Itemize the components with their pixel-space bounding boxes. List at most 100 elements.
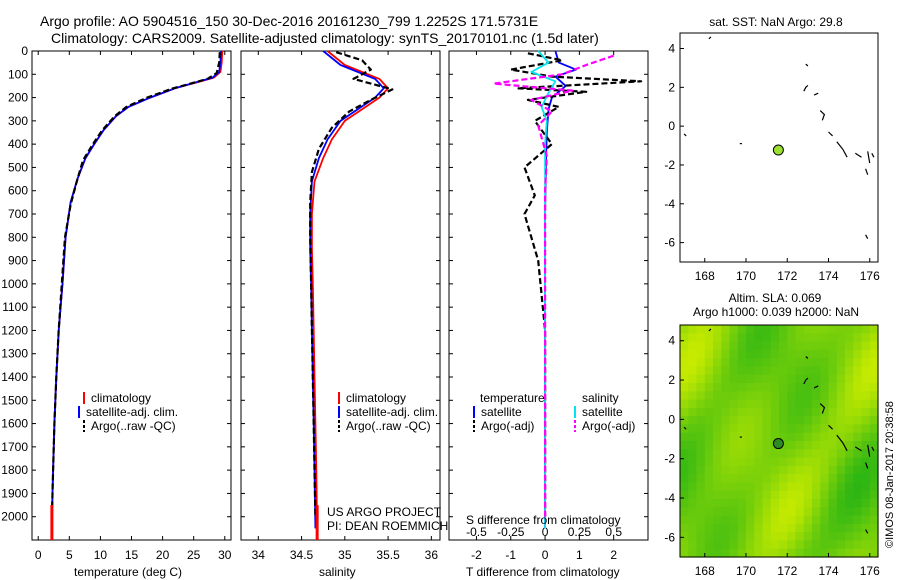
- sla-cell: [795, 482, 805, 492]
- sla-cell: [828, 432, 838, 442]
- series-line-argo-adj-: [492, 54, 615, 517]
- sla-cell: [688, 515, 698, 525]
- x-tick-label: 10: [94, 548, 108, 562]
- sla-cell: [812, 333, 821, 343]
- sla-cell: [713, 374, 722, 384]
- sla-cell: [754, 515, 764, 525]
- sla-cell: [721, 507, 731, 517]
- sla-cell: [812, 499, 821, 508]
- sla-cell: [779, 490, 788, 500]
- legend-t-argo: Argo(-adj): [481, 419, 534, 433]
- sla-cell: [696, 532, 706, 541]
- sla-cell: [704, 441, 714, 450]
- sla-cell: [688, 540, 698, 550]
- x-tick-label: 2: [610, 548, 617, 562]
- sst-map-axes: 168 170 172 174 176 4 2 0 -2 -4 -6: [664, 42, 880, 283]
- sla-cell: [737, 341, 747, 351]
- y-tick-label: 200: [8, 91, 28, 105]
- y-tick-label: 900: [8, 254, 28, 268]
- y-tick-label: 1000: [1, 277, 28, 291]
- sla-cell: [688, 333, 698, 343]
- sla-cell: [779, 482, 788, 492]
- y-tick-label: 1600: [1, 417, 28, 431]
- sla-cell: [787, 416, 797, 425]
- sla-cell: [853, 490, 863, 500]
- sla-cell: [696, 523, 706, 533]
- sla-cell: [853, 399, 863, 409]
- sla-cell: [770, 416, 780, 425]
- sla-cell: [787, 449, 797, 459]
- sla-cell: [770, 391, 780, 401]
- sla-cell: [836, 424, 846, 434]
- sla-cell: [688, 507, 698, 517]
- sla-cell: [787, 341, 797, 351]
- sla-cell: [680, 432, 689, 442]
- sla-cell: [754, 366, 764, 376]
- x2-tick-label: -0.25: [497, 525, 525, 539]
- series-line-argo-raw-qc-: [309, 51, 394, 517]
- sla-cell: [828, 532, 838, 541]
- sla-cell: [861, 333, 871, 343]
- sla-map-axes: 168 170 172 174 176 4 2 0 -2 -4 -6: [664, 334, 880, 578]
- sla-cell: [869, 515, 879, 525]
- sla-cell: [812, 366, 821, 376]
- sla-cell: [721, 515, 731, 525]
- sla-cell: [828, 474, 838, 483]
- coastline-segment: [805, 356, 809, 359]
- sla-cell: [721, 358, 731, 367]
- sla-cell: [803, 391, 813, 401]
- sla-cell: [696, 374, 706, 384]
- sla-cell: [688, 432, 698, 442]
- sla-cell: [770, 507, 780, 517]
- sla-cell: [721, 482, 731, 492]
- sla-cell: [812, 441, 821, 450]
- depth-axis: 0 100 200 300 400 500 600 700 800 900 1000 1100 1200…: [1, 44, 231, 524]
- sla-cell: [861, 383, 871, 392]
- sla-cell: [721, 407, 731, 417]
- project-annotation: US ARGO PROJECT: [327, 505, 442, 519]
- sla-cell: [812, 523, 821, 533]
- sla-cell: [688, 532, 698, 541]
- sla-cell: [688, 499, 698, 508]
- sla-cell: [787, 399, 797, 409]
- sla-cell: [680, 383, 689, 392]
- sla-cell: [721, 540, 731, 550]
- sla-cell: [729, 499, 739, 508]
- coastline-segment: [803, 377, 809, 385]
- sla-cell: [713, 482, 722, 492]
- sla-cell: [869, 474, 879, 483]
- sla-cell: [754, 457, 764, 467]
- sla-cell: [836, 349, 846, 359]
- sla-cell: [845, 449, 854, 459]
- map-y-tick-label: -4: [664, 197, 675, 211]
- sla-cell: [861, 358, 871, 367]
- sla-cell: [853, 482, 863, 492]
- sla-cell: [680, 523, 689, 533]
- map-y-tick-label: 0: [668, 119, 675, 133]
- sla-cell: [795, 490, 805, 500]
- sla-cell: [696, 474, 706, 483]
- sla-cell: [754, 532, 764, 541]
- sla-cell: [729, 441, 739, 450]
- y-tick-label: 1900: [1, 486, 28, 500]
- sla-cell: [836, 374, 846, 384]
- sla-cell: [787, 532, 797, 541]
- sla-cell: [737, 399, 747, 409]
- sla-cell: [762, 515, 772, 525]
- sla-cell: [779, 349, 788, 359]
- sla-cell: [836, 407, 846, 417]
- sla-cell: [754, 540, 764, 550]
- sla-cell: [803, 499, 813, 508]
- sla-cell: [696, 325, 706, 334]
- sla-cell: [861, 366, 871, 376]
- sla-cell: [812, 515, 821, 525]
- sla-cell: [779, 465, 788, 475]
- sla-cell: [820, 507, 830, 517]
- y-tick-label: 1100: [2, 300, 28, 314]
- sla-cell: [729, 366, 739, 376]
- sla-cell: [836, 325, 846, 334]
- sla-cell: [688, 341, 698, 351]
- coastline-segment: [828, 131, 834, 137]
- y-tick-label: 100: [8, 67, 28, 81]
- sla-cell: [754, 424, 764, 434]
